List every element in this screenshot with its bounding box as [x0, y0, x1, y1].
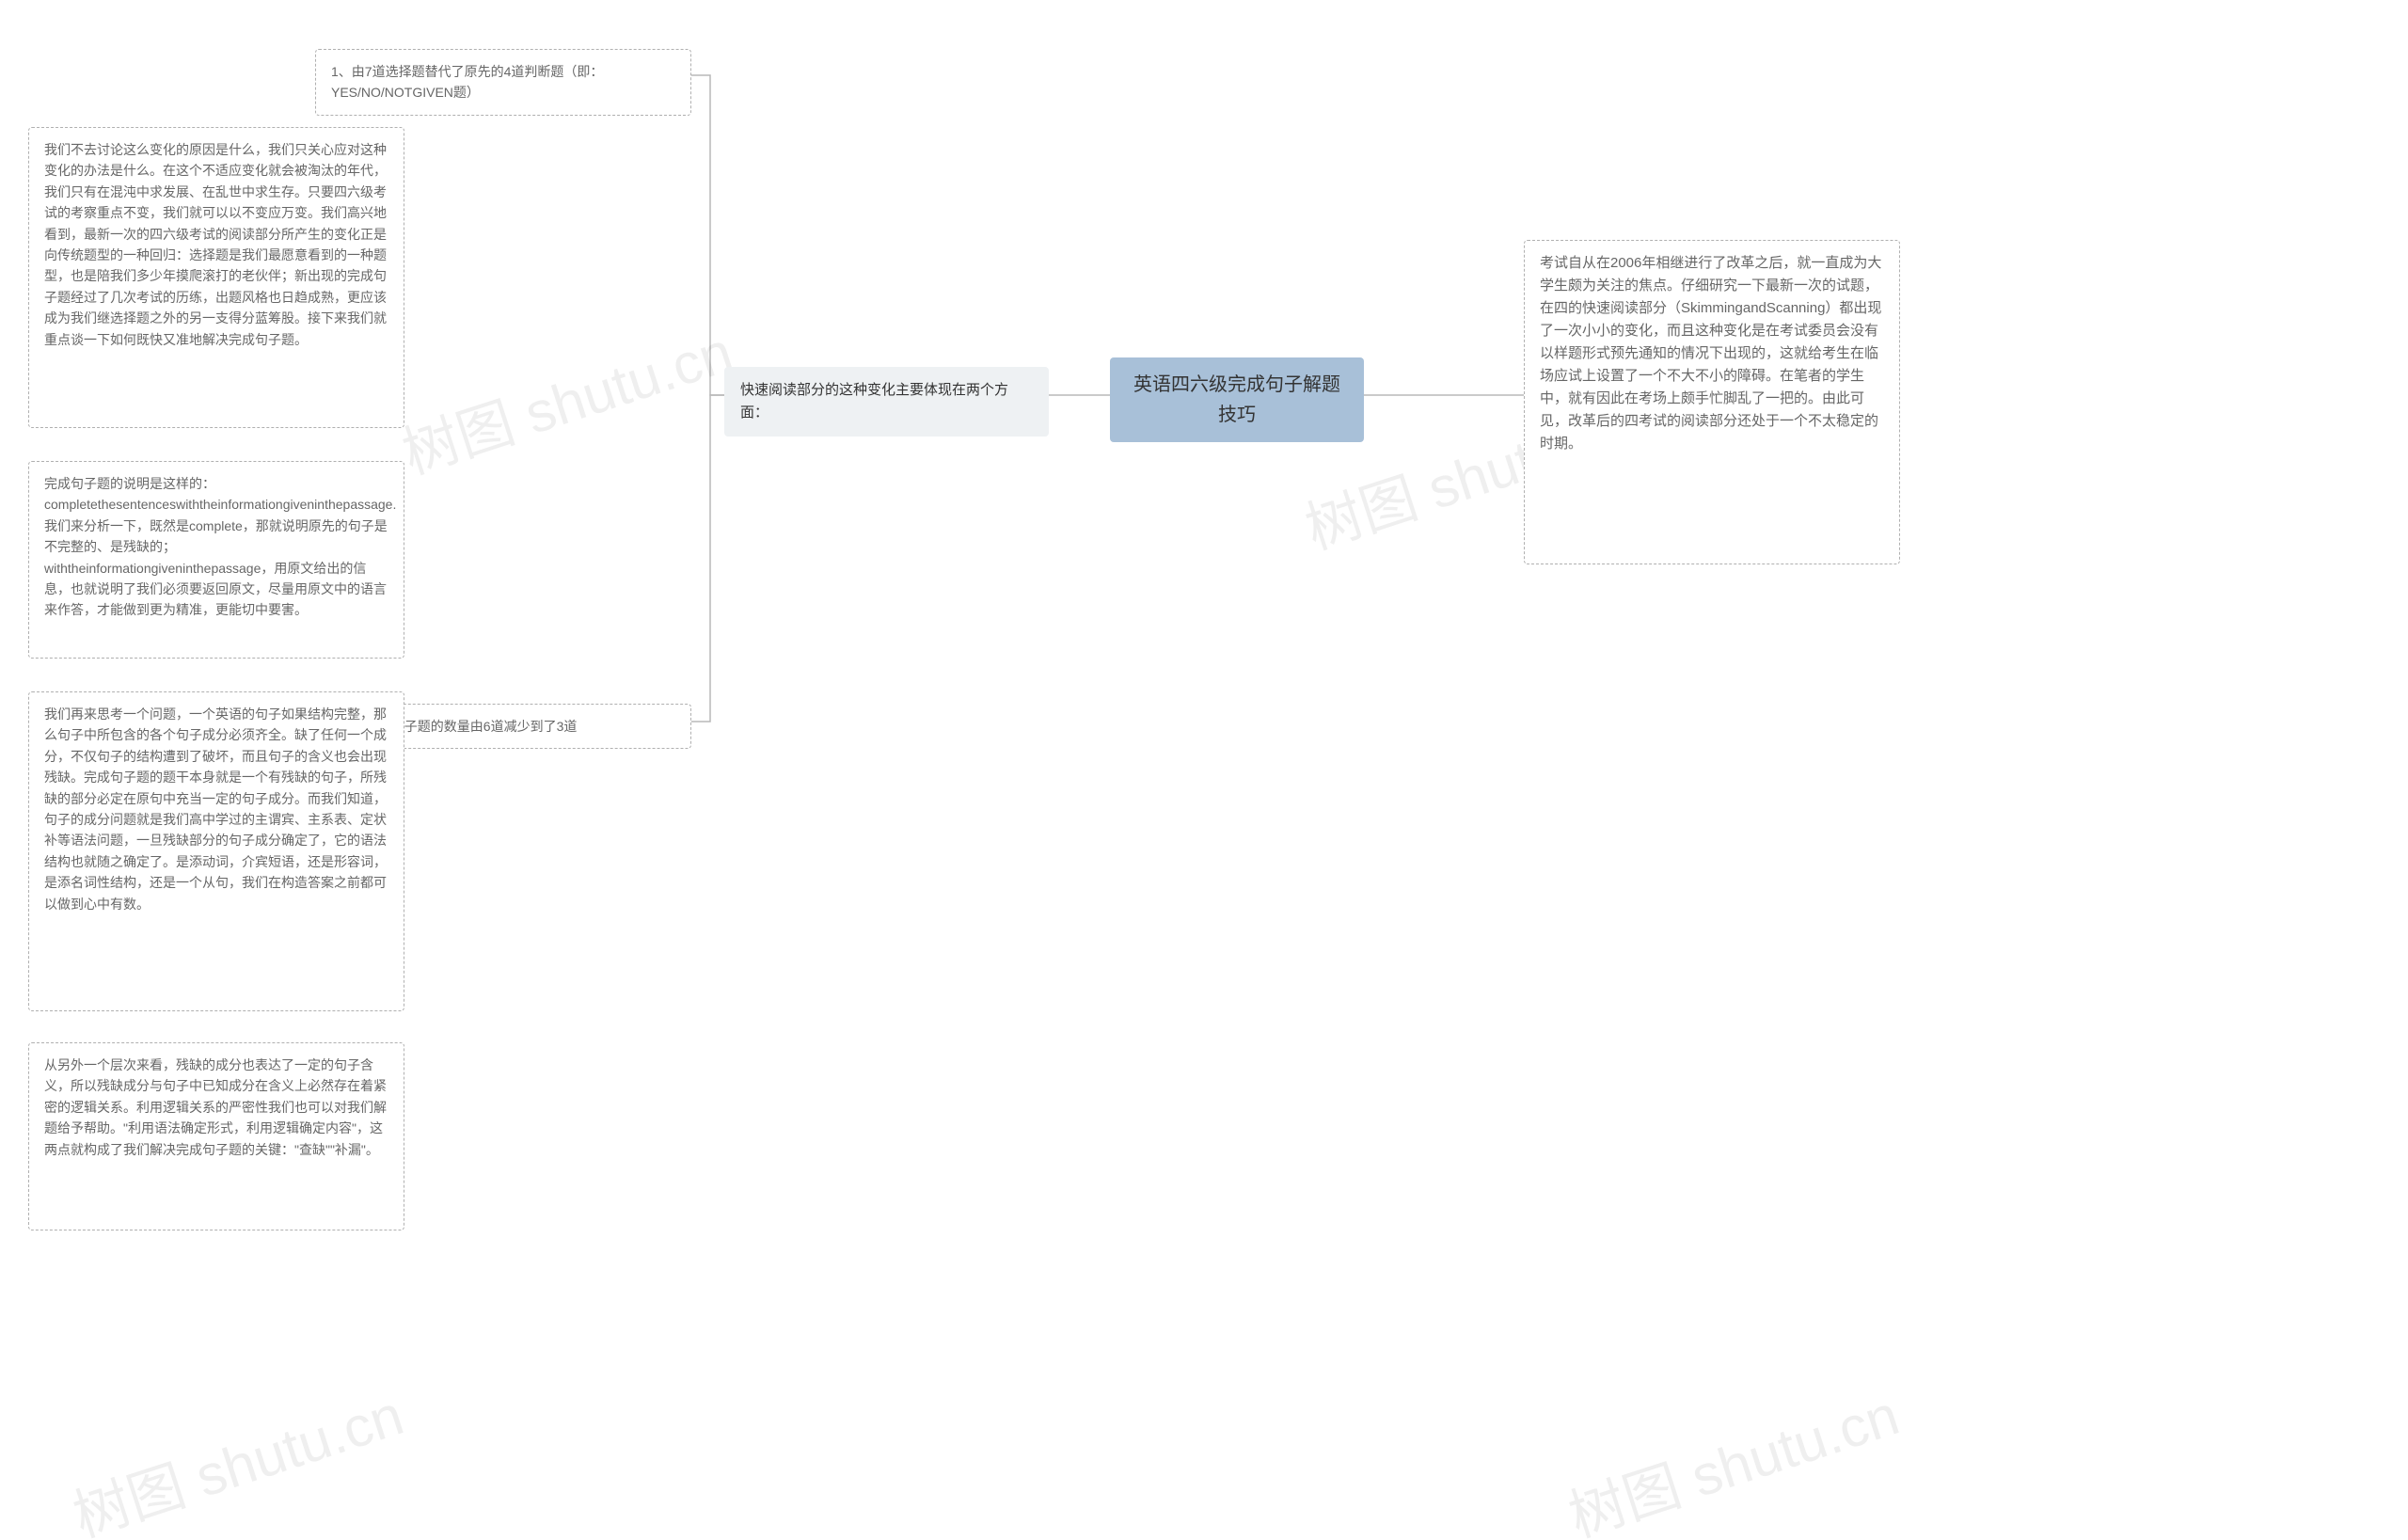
paragraph-node-2[interactable]: 完成句子题的说明是这样的：completethesentenceswiththe…	[28, 461, 404, 659]
watermark: 树图 shutu.cn	[61, 1370, 412, 1540]
paragraph-node-3[interactable]: 我们再来思考一个问题，一个英语的句子如果结构完整，那么句子中所包含的各个句子成分…	[28, 691, 404, 1011]
mindmap-canvas: 树图 shutu.cn 树图 shutu.cn 树图 shutu.cn 树图 s…	[0, 0, 2408, 1540]
description-node[interactable]: 考试自从在2006年相继进行了改革之后，就一直成为大学生颇为关注的焦点。仔细研究…	[1524, 240, 1900, 564]
watermark: 树图 shutu.cn	[390, 307, 741, 490]
paragraph-node-4[interactable]: 从另外一个层次来看，残缺的成分也表达了一定的句子含义，所以残缺成分与句子中已知成…	[28, 1042, 404, 1230]
watermark: 树图 shutu.cn	[1557, 1370, 1908, 1540]
center-node[interactable]: 英语四六级完成句子解题技巧	[1110, 357, 1364, 442]
sub-node-changes[interactable]: 快速阅读部分的这种变化主要体现在两个方面：	[724, 367, 1049, 437]
leaf-node-change1[interactable]: 1、由7道选择题替代了原先的4道判断题（即：YES/NO/NOTGIVEN题）	[315, 49, 691, 116]
paragraph-node-1[interactable]: 我们不去讨论这么变化的原因是什么，我们只关心应对这种变化的办法是什么。在这个不适…	[28, 127, 404, 428]
